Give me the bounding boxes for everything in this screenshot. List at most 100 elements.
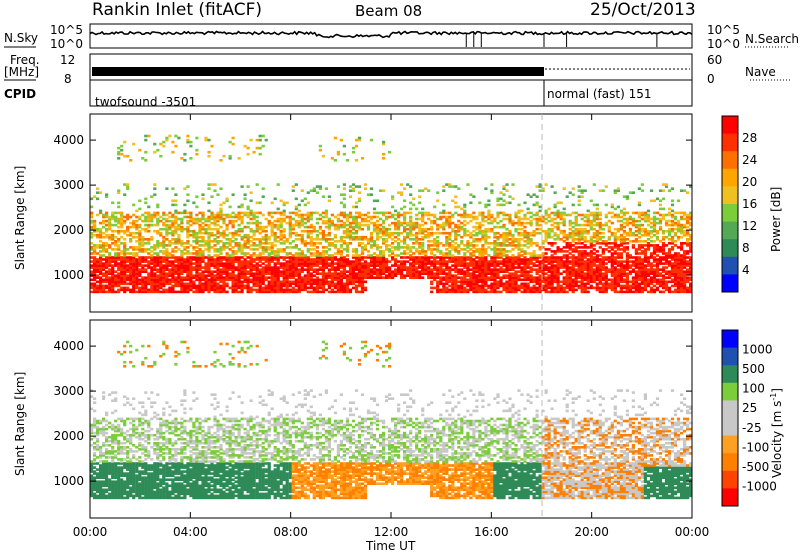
- heatmap-cell: [201, 288, 205, 292]
- heatmap-cell: [472, 217, 476, 221]
- heatmap-cell: [177, 248, 181, 251]
- heatmap-cell: [517, 248, 521, 251]
- heatmap-cell: [240, 219, 244, 223]
- heatmap-cell: [99, 221, 103, 225]
- heatmap-cell: [165, 217, 169, 221]
- heatmap-cell: [439, 272, 443, 275]
- heatmap-cell: [568, 231, 572, 235]
- heatmap-cell: [186, 215, 190, 219]
- heatmap-cell: [589, 268, 593, 271]
- heatmap-cell: [186, 134, 190, 138]
- heatmap-cell: [312, 258, 316, 261]
- heatmap-cell: [114, 282, 118, 286]
- heatmap-cell: [150, 246, 154, 249]
- heatmap-cell: [388, 270, 392, 273]
- heatmap-cell: [348, 242, 353, 245]
- heatmap-cell: [99, 240, 103, 243]
- heatmap-cell: [559, 256, 563, 259]
- heatmap-cell: [580, 258, 584, 261]
- heatmap-cell: [171, 225, 175, 229]
- heatmap-cell: [550, 256, 554, 259]
- heatmap-cell: [448, 274, 452, 277]
- heatmap-cell: [460, 260, 464, 263]
- heatmap-cell: [180, 211, 184, 215]
- heatmap-cell: [354, 288, 359, 292]
- heatmap-cell: [559, 262, 563, 265]
- heatmap-cell: [213, 282, 217, 286]
- heatmap-cell: [445, 272, 449, 275]
- heatmap-cell: [451, 284, 455, 288]
- heatmap-cell: [315, 258, 319, 261]
- heatmap-cell: [243, 144, 247, 148]
- heatmap-cell: [520, 223, 524, 227]
- heatmap-cell: [442, 244, 446, 247]
- heatmap-cell: [436, 191, 440, 194]
- heatmap-cell: [243, 252, 247, 255]
- heatmap-cell: [156, 282, 160, 286]
- heatmap-cell: [520, 270, 524, 273]
- heatmap-cell: [105, 235, 109, 239]
- heatmap-cell: [592, 183, 596, 186]
- heatmap-cell: [472, 272, 476, 275]
- heatmap-cell: [394, 270, 398, 273]
- heatmap-cell: [339, 290, 343, 294]
- heatmap-cell: [487, 227, 491, 231]
- heatmap-cell: [372, 229, 377, 233]
- heatmap-cell: [490, 229, 494, 233]
- heatmap-cell: [601, 262, 605, 265]
- heatmap-cell: [171, 288, 175, 292]
- heatmap-cell: [180, 229, 184, 233]
- heatmap-cell: [382, 276, 386, 279]
- heatmap-cell: [562, 221, 566, 225]
- heatmap-cell: [523, 225, 527, 229]
- heatmap-cell: [412, 274, 416, 277]
- heatmap-cell: [150, 195, 154, 198]
- heatmap-cell: [327, 199, 331, 203]
- heatmap-cell: [222, 268, 226, 271]
- heatmap-cell: [207, 274, 211, 277]
- heatmap-cell: [120, 266, 124, 269]
- heatmap-cell: [412, 203, 416, 207]
- heatmap-cell: [315, 272, 319, 275]
- heatmap-cell: [366, 193, 371, 196]
- heatmap-cell: [604, 256, 608, 259]
- heatmap-cell: [348, 189, 353, 192]
- heatmap-cell: [177, 223, 181, 227]
- heatmap-cell: [219, 246, 223, 249]
- heatmap-cell: [499, 252, 503, 255]
- heatmap-cell: [210, 240, 214, 243]
- heatmap-cell: [493, 288, 497, 292]
- heatmap-cell: [394, 209, 398, 213]
- heatmap-cell: [213, 290, 217, 294]
- heatmap-cell: [400, 252, 404, 255]
- heatmap-cell: [339, 254, 343, 257]
- heatmap-cell: [243, 268, 247, 271]
- heatmap-cell: [237, 217, 241, 221]
- heatmap-cell: [273, 270, 277, 273]
- heatmap-cell: [400, 272, 404, 275]
- heatmap-cell: [105, 248, 109, 251]
- heatmap-cell: [138, 274, 142, 277]
- heatmap-cell: [189, 282, 193, 286]
- heatmap-cell: [249, 286, 253, 290]
- heatmap-cell: [135, 276, 139, 279]
- heatmap-cell: [156, 278, 160, 282]
- heatmap-cell: [174, 221, 178, 225]
- heatmap-cell: [135, 254, 139, 257]
- heatmap-cell: [430, 244, 434, 247]
- heatmap-cell: [442, 284, 446, 288]
- heatmap-cell: [496, 238, 500, 241]
- heatmap-cell: [165, 290, 169, 294]
- heatmap-cell: [228, 260, 232, 263]
- heatmap-cell: [586, 264, 590, 267]
- heatmap-cell: [463, 260, 467, 263]
- heatmap-cell: [321, 276, 325, 279]
- heatmap-cell: [514, 240, 518, 243]
- heatmap-cell: [219, 284, 223, 288]
- heatmap-cell: [409, 248, 413, 251]
- heatmap-cell: [493, 235, 497, 239]
- heatmap-cell: [156, 258, 160, 261]
- heatmap-cell: [174, 225, 178, 229]
- heatmap-cell: [354, 280, 359, 284]
- heatmap-cell: [225, 270, 229, 273]
